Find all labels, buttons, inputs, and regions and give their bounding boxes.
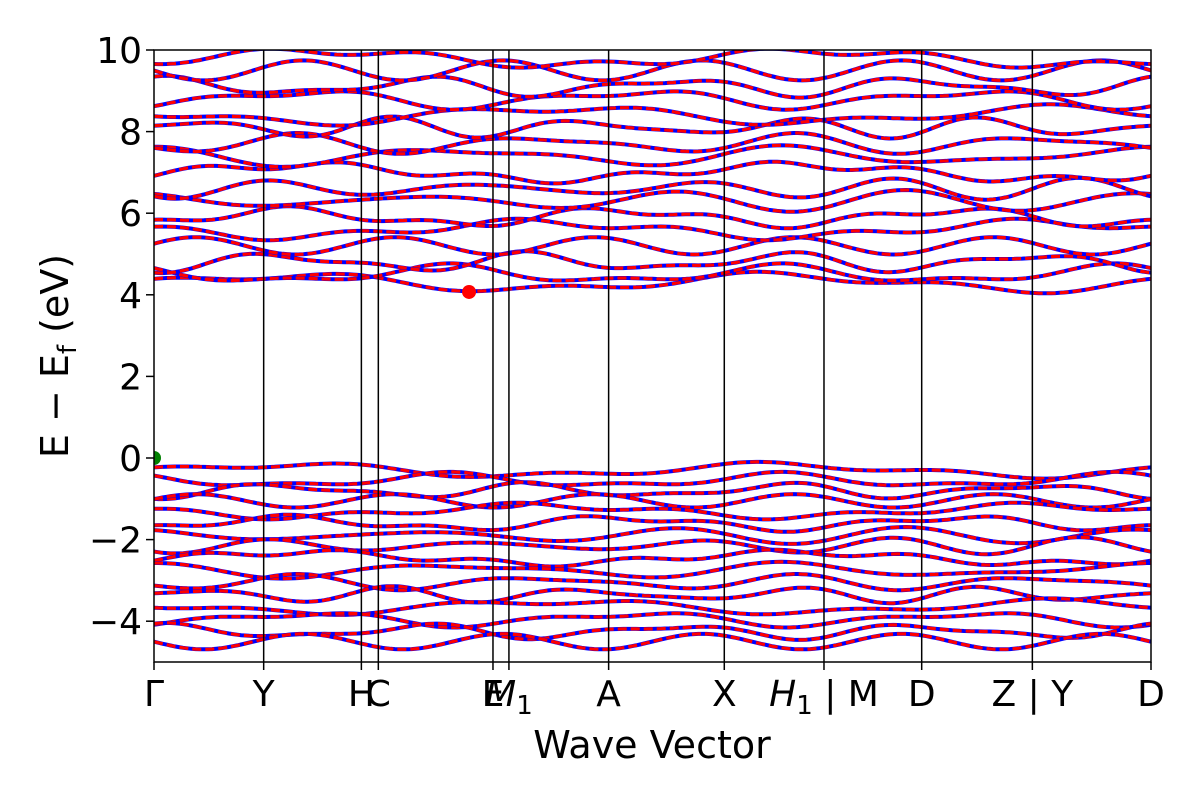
conduction-band-spin-up — [154, 50, 1151, 70]
valence-band-spin-up — [154, 492, 1151, 510]
y-tick-label: 4 — [119, 276, 142, 317]
y-tick-label: 10 — [96, 31, 142, 72]
vbm-marker — [154, 451, 161, 465]
valence-band-spin-up — [154, 460, 1151, 481]
y-tick-label: −4 — [89, 602, 142, 643]
x-axis-ticks: Γ Y HC EM1 A X H1 | M D Z | Y D — [144, 662, 1165, 721]
x-tick-label: H1 | M — [769, 674, 879, 721]
conduction-band-spin-up — [154, 217, 1151, 242]
valence-band-spin-down — [154, 631, 1151, 652]
valence-band-spin-up — [154, 513, 1151, 534]
conduction-band-spin-up — [154, 261, 1151, 283]
valence-band-spin-up — [154, 572, 1151, 592]
conduction-band-spin-up — [154, 58, 1151, 83]
y-tick-label: 8 — [119, 113, 142, 154]
conduction-band-spin-up — [154, 176, 1151, 202]
kpoint-divider-lines — [262, 50, 1034, 662]
conduction-band-spin-up — [154, 160, 1151, 185]
x-tick-label: Y — [252, 674, 276, 715]
conduction-band-spin-up — [154, 115, 1151, 141]
conduction-band-spin-up — [154, 89, 1151, 112]
x-tick-label: M1 — [485, 674, 533, 721]
x-tick-label: X — [712, 674, 737, 715]
conduction-band-spin-up — [154, 270, 1151, 295]
x-tick-label: E — [482, 674, 505, 715]
valence-band-spin-up — [154, 548, 1151, 569]
y-tick-label: 0 — [119, 439, 142, 480]
x-tick-label: D — [1137, 674, 1165, 715]
valence-band-spin-up — [154, 501, 1151, 521]
y-axis-title-main: E − E — [33, 354, 77, 458]
conduction-band-spin-up — [154, 143, 1151, 169]
cbm-marker — [462, 284, 477, 299]
x-tick-label: H — [348, 674, 375, 715]
y-tick-label: 2 — [119, 357, 142, 398]
x-tick-label: Γ — [144, 674, 164, 715]
valence-band-spin-up — [154, 535, 1151, 556]
x-tick-label: A — [596, 674, 621, 715]
x-tick-label: D — [908, 674, 936, 715]
y-tick-label: −2 — [89, 521, 142, 562]
plot-frame — [153, 49, 1152, 663]
extremum-markers — [154, 284, 477, 465]
valence-band-spin-up — [154, 525, 1151, 546]
conduction-band-spin-up — [154, 235, 1151, 257]
y-tick-label: 6 — [119, 194, 142, 235]
valence-band-spin-up — [154, 470, 1151, 487]
y-axis-title-unit: (eV) — [33, 254, 77, 345]
conduction-band-spin-up — [154, 188, 1151, 214]
y-axis-title: E − Ef (eV) — [33, 254, 83, 458]
conduction-band-spin-up — [154, 249, 1151, 275]
valence-band-spin-down — [154, 584, 1151, 606]
band-lines — [154, 50, 1151, 652]
conduction-band-spin-up — [154, 102, 1151, 128]
valence-band-spin-up — [154, 596, 1151, 617]
x-axis-title: Wave Vector — [533, 723, 771, 767]
valence-band-spin-up — [154, 621, 1151, 642]
conduction-band-spin-down — [154, 73, 1151, 100]
valence-band-spin-up — [154, 611, 1151, 630]
y-axis-ticks: −4 −2 0 2 4 6 8 10 — [89, 31, 154, 643]
x-tick-label: C — [366, 674, 391, 715]
valence-band-spin-up — [154, 480, 1151, 501]
x-tick-label: Z | Y — [992, 674, 1075, 715]
valence-band-spin-up — [154, 560, 1151, 581]
y-axis-title-subscript: f — [53, 344, 83, 354]
